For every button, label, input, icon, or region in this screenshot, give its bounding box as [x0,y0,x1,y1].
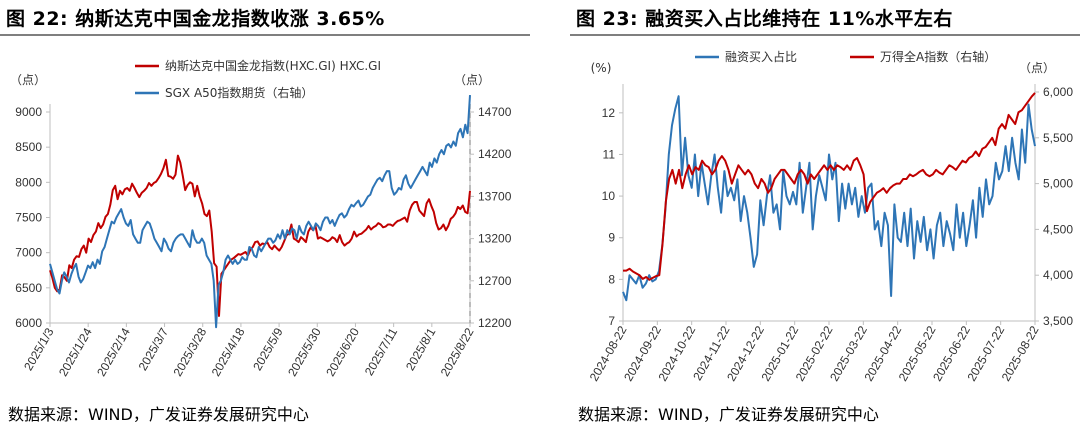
left-axis-tick-label: 7 [608,314,615,328]
left-axis-tick-label: 7000 [15,246,42,260]
right-axis-tick-label: 14200 [478,147,512,161]
left-axis-tick-label: 12 [602,106,616,120]
x-axis-tick-label: 2025/8/1 [403,325,439,373]
x-axis-tick-label: 2025/1/24 [56,325,95,379]
right-axis-tick-label: 13700 [478,189,512,203]
series-line-1 [49,95,471,329]
left-axis-tick-label: 6000 [15,316,42,330]
x-axis-tick-label: 2025/2/14 [94,325,133,379]
x-axis-tick-label: 2025/8/22 [438,325,477,379]
right-axis-unit: （点） [1019,61,1055,75]
legend-label-1: 万得全A指数（右轴） [880,49,996,64]
right-axis-unit: （点） [454,73,490,87]
title-divider [0,34,530,36]
series-line-0 [622,95,1036,302]
legend-label-1: SGX A50指数期货（右轴） [165,85,313,100]
left-axis-tick-label: 7500 [15,211,42,225]
left-axis-tick-label: 11 [603,147,616,161]
right-axis-tick-label: 5,000 [1043,177,1073,191]
chart-source: 数据来源：WIND，广发证券发展研究中心 [8,405,309,424]
x-axis-tick-label: 2025/6/20 [323,325,362,379]
series-line-1 [623,92,1036,281]
right-axis-tick-label: 4,500 [1043,222,1073,236]
x-axis-tick-label: 2025/5/9 [250,325,286,373]
left-axis-unit: （点） [10,73,46,87]
x-axis-tick-label: 2025/5/30 [285,325,324,379]
left-axis-tick-label: 9 [608,231,615,245]
chart-source: 数据来源：WIND，广发证券发展研究中心 [578,405,879,424]
right-axis-tick-label: 5,500 [1043,131,1073,145]
left-axis-tick-label: 10 [602,189,616,203]
nasdaq-golden-dragon-chart: （点） （点） 6000 6500 7000 7500 8000 8500 9000 12200 1… [10,58,512,379]
legend-label-0: 纳斯达克中国金龙指数(HXC.GI) HXC.GI [165,58,381,73]
left-axis-tick-label: 9000 [15,105,42,119]
right-axis-tick-label: 4,000 [1043,268,1073,282]
left-axis-tick-label: 6500 [15,281,42,295]
left-axis-tick-label: 8000 [15,175,42,189]
chart-title: 图 23: 融资买入占比维持在 11%水平左右 [576,8,953,30]
x-axis-tick-label: 2025/7/11 [362,325,401,378]
title-divider [570,34,1080,36]
chart-panel-nasdaq-golden-dragon: 图 22: 纳斯达克中国金龙指数收涨 3.65% （点） （点） 6000 6500 7… [0,0,530,427]
chart-title: 图 22: 纳斯达克中国金龙指数收涨 3.65% [6,8,385,30]
left-axis-unit: (%) [591,61,612,75]
left-axis-tick-label: 8500 [15,140,42,154]
x-axis-tick-label: 2025/1/3 [21,325,57,373]
x-axis-tick-label: 2025/3/28 [171,325,210,379]
series-line-0 [49,154,471,317]
legend-label-0: 融资买入占比 [725,49,797,64]
margin-buy-ratio-chart: (%) （点） 7 8 9 10 11 12 3,500 4,000 4,500 5,000 5,500… [587,49,1074,384]
right-axis-tick-label: 12700 [478,274,512,288]
right-axis-tick-label: 13200 [478,232,512,246]
right-axis-tick-label: 3,500 [1043,314,1073,328]
right-axis-tick-label: 14700 [478,105,512,119]
x-axis-tick-label: 2025/3/7 [136,325,172,373]
chart-panel-margin-buy-ratio: 图 23: 融资买入占比维持在 11%水平左右 (%) （点） 7 8 9 10 11 12 3… [570,0,1080,427]
right-axis-tick-label: 6,000 [1043,85,1073,99]
left-axis-tick-label: 8 [608,272,615,286]
right-axis-tick-label: 12200 [478,316,512,330]
x-axis-tick-label: 2025/4/18 [209,325,248,379]
